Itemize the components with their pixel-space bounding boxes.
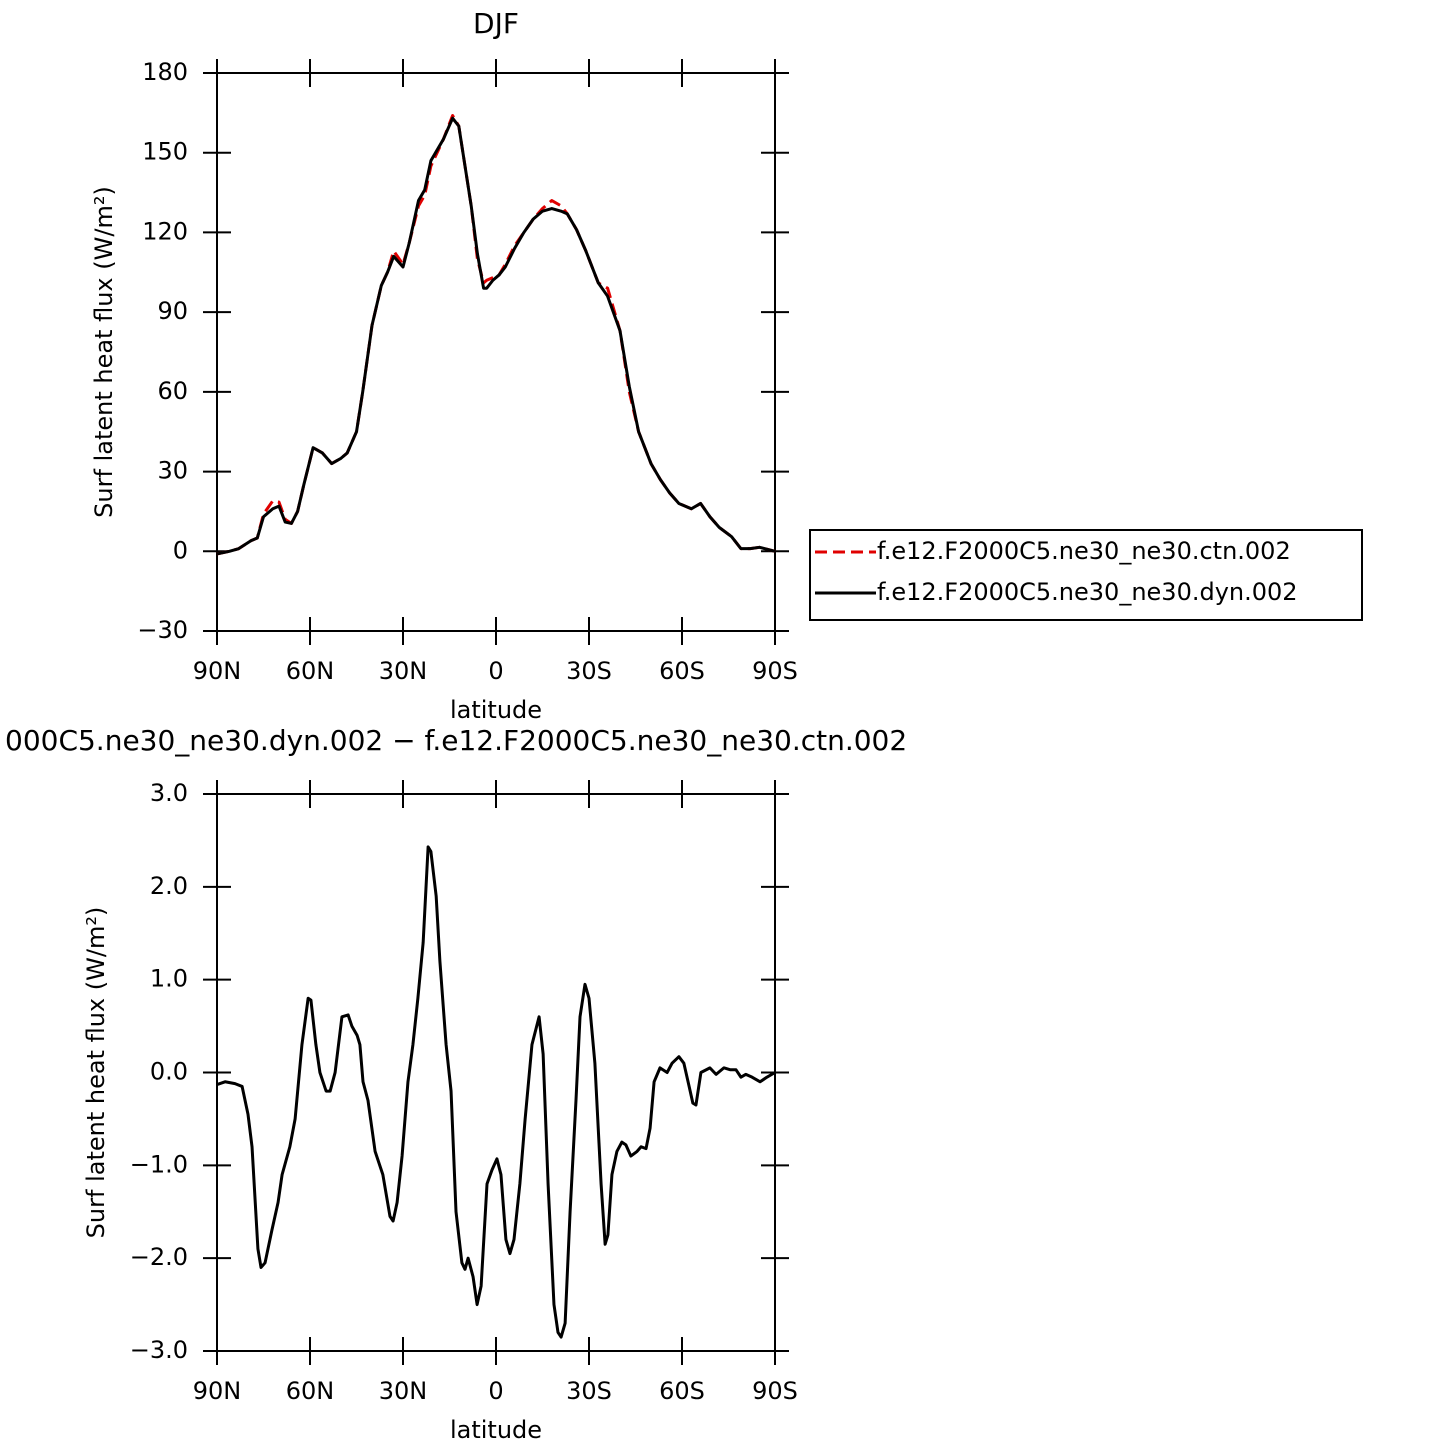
y-tick-label: −30 [137,616,188,644]
x-tick-label: 90N [193,657,242,685]
x-tick-label: 60N [286,1377,335,1405]
chart-title: DJF [473,7,519,40]
x-tick-label: 90S [752,1377,798,1405]
y-tick-label: 150 [142,138,188,166]
x-tick-label: 90N [193,1377,242,1405]
y-tick-label: −3.0 [130,1336,188,1364]
y-tick-label: −2.0 [130,1243,188,1271]
data-line [216,114,776,556]
y-tick-label: 30 [157,457,188,485]
x-tick-label: 60S [659,1377,705,1405]
y-tick-label: −1.0 [130,1150,188,1178]
y-axis-label: Surf latent heat flux (W/m²) [82,907,110,1239]
y-tick-label: 2.0 [150,872,188,900]
legend-box [809,529,1363,621]
y-tick-label: 3.0 [150,779,188,807]
legend-label: f.e12.F2000C5.ne30_ne30.dyn.002 [877,578,1298,606]
data-line [216,116,776,556]
y-tick-label: 180 [142,58,188,86]
x-tick-label: 0 [488,1377,503,1405]
y-axis-label: Surf latent heat flux (W/m²) [90,186,118,518]
chart-title: 000C5.ne30_ne30.dyn.002 − f.e12.F2000C5.… [5,724,907,757]
plot-frame [216,72,776,632]
x-axis-label: latitude [450,1416,542,1444]
data-line [216,845,776,1339]
x-tick-label: 30S [566,657,612,685]
x-tick-label: 60S [659,657,705,685]
x-tick-label: 30S [566,1377,612,1405]
x-tick-label: 60N [286,657,335,685]
x-tick-label: 30N [379,657,428,685]
y-tick-label: 90 [157,297,188,325]
y-tick-label: 0.0 [150,1058,188,1086]
y-tick-label: 120 [142,217,188,245]
legend-label: f.e12.F2000C5.ne30_ne30.ctn.002 [877,537,1291,565]
y-tick-label: 1.0 [150,965,188,993]
x-tick-label: 0 [488,657,503,685]
x-tick-label: 30N [379,1377,428,1405]
x-tick-label: 90S [752,657,798,685]
x-axis-label: latitude [450,696,542,724]
y-tick-label: 60 [157,377,188,405]
y-tick-label: 0 [173,536,188,564]
